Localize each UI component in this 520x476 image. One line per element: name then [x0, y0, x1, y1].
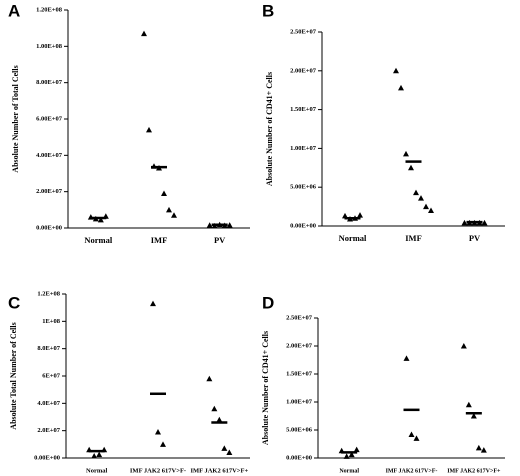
data-point [428, 207, 434, 213]
data-point [96, 451, 103, 458]
x-tick-label: PV [469, 233, 481, 243]
y-tick-label: 2.00E+07 [36, 188, 63, 195]
y-tick-label: 8.00E+07 [36, 79, 63, 86]
y-tick-label: 2.0E+07 [37, 427, 60, 434]
panel-letter: D [262, 293, 274, 312]
data-point [160, 441, 166, 447]
x-tick-label: Normal [86, 467, 107, 474]
data-point [403, 355, 410, 361]
data-point [226, 222, 233, 228]
panel-letter: C [8, 293, 20, 312]
y-tick-label: 6E+07 [42, 372, 61, 379]
x-tick-label: Normal [84, 235, 112, 245]
data-point [211, 405, 218, 412]
y-tick-label: 4.00E+07 [36, 152, 63, 159]
data-point [206, 222, 213, 228]
data-point [91, 452, 98, 459]
y-tick-label: 5.00E+06 [286, 426, 313, 433]
data-point [423, 203, 429, 210]
y-tick-label: 0.00E+00 [290, 222, 316, 229]
y-tick-label: 1.20E+08 [36, 6, 63, 13]
data-point [408, 431, 415, 437]
y-tick-label: 2.00E+07 [290, 67, 317, 74]
x-tick-label: IMF JAK2 617V>F+ [447, 468, 501, 474]
data-point [171, 212, 177, 218]
y-tick-label: 0.00E+00 [286, 454, 312, 461]
x-tick-label: IMF JAK2 617V>F- [130, 467, 186, 474]
y-tick-label: 1.50E+07 [286, 370, 313, 377]
x-tick-label: Normal [339, 233, 367, 243]
data-point [470, 413, 477, 419]
y-tick-label: 2.00E+07 [286, 342, 313, 349]
y-tick-label: 0.00E+00 [36, 224, 62, 231]
y-tick-label: 5.00E+06 [290, 184, 317, 191]
data-point [353, 446, 360, 453]
data-point [161, 190, 167, 196]
data-point [465, 401, 472, 408]
y-tick-label: 2.50E+07 [290, 28, 317, 35]
y-tick-label: 1.50E+07 [290, 106, 317, 113]
data-point [343, 453, 350, 459]
y-axis-label: Absolute Number of CD41+ Cells [261, 331, 270, 445]
data-point [155, 429, 161, 435]
y-tick-label: 1.00E+08 [36, 43, 63, 50]
data-point [206, 375, 213, 382]
y-tick-label: 1.00E+07 [290, 145, 317, 152]
y-tick-label: 1E+08 [42, 318, 61, 325]
data-point [480, 447, 487, 453]
y-axis-label: Absolute Number of Total Cells [11, 65, 20, 172]
data-point [216, 416, 223, 423]
y-tick-label: 0.00E+00 [34, 454, 60, 461]
y-axis-label: Absolute Number of CD41+ Cells [265, 72, 274, 186]
panel-letter: A [8, 1, 20, 20]
data-point [418, 195, 424, 201]
y-axis-label: Absolute Total Number of Cells [9, 322, 18, 429]
data-point [413, 189, 419, 196]
data-point [221, 445, 228, 451]
y-tick-label: 1.2E+08 [37, 290, 60, 297]
data-point [348, 451, 355, 458]
x-tick-label: IMF [151, 235, 168, 245]
y-tick-label: 8.0E+07 [37, 345, 60, 352]
data-point [403, 150, 409, 157]
data-point [475, 444, 482, 451]
y-tick-label: 4.0E+07 [37, 400, 60, 407]
data-point [398, 84, 404, 91]
y-tick-label: 1.00E+07 [286, 398, 313, 405]
data-point [141, 30, 147, 37]
panel-letter: B [262, 1, 274, 20]
data-point [413, 435, 420, 441]
x-tick-label: IMF JAK2 617V>F- [386, 468, 438, 474]
y-tick-label: 2.50E+07 [286, 314, 313, 321]
data-point [481, 219, 488, 226]
data-point [461, 219, 468, 226]
x-tick-label: IMF JAK2 617V>F+ [190, 467, 248, 474]
x-tick-label: IMF [405, 233, 422, 243]
data-point [97, 216, 104, 223]
data-point [226, 449, 233, 456]
data-point [146, 126, 152, 133]
x-tick-label: PV [214, 235, 226, 245]
data-point [166, 206, 172, 213]
y-tick-label: 6.00E+07 [36, 115, 63, 122]
data-point [460, 343, 467, 349]
data-point [150, 300, 156, 307]
x-tick-label: Normal [339, 468, 359, 474]
data-point [357, 212, 363, 218]
data-point [393, 67, 399, 74]
data-point [408, 164, 414, 171]
